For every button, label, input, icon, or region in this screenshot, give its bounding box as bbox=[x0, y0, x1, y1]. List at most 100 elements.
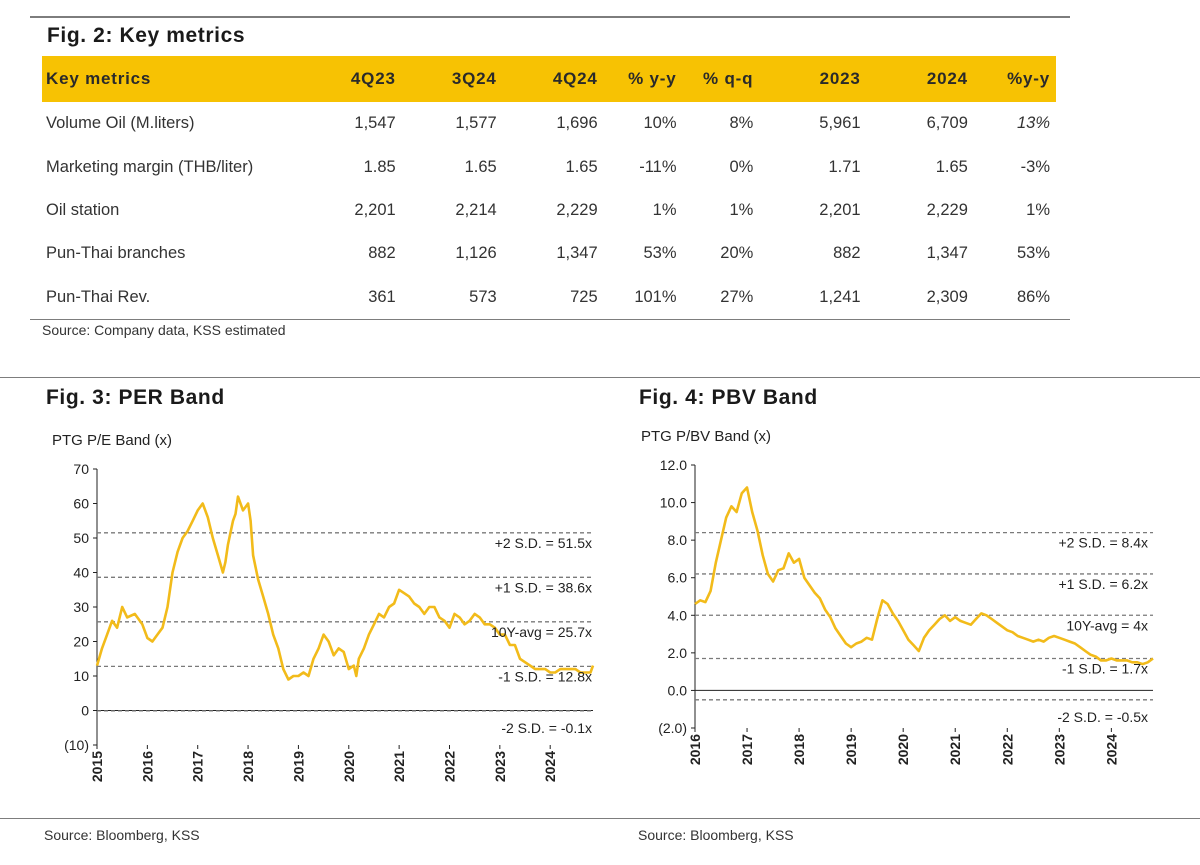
pbv-band-label: 10Y-avg = 4x bbox=[1066, 617, 1148, 633]
fig2-title: Fig. 2: Key metrics bbox=[47, 24, 246, 47]
header-cell: 2023 bbox=[759, 56, 867, 102]
key-metrics-table-wrap: Key metrics 4Q23 3Q24 4Q24 % y-y % q-q 2… bbox=[42, 56, 1056, 319]
pbv-x-tick-label: 2022 bbox=[999, 734, 1015, 765]
per-band-label: 10Y-avg = 25.7x bbox=[491, 624, 592, 640]
table-cell: 1.71 bbox=[828, 157, 861, 176]
table-row: Pun-Thai branches 882 1,126 1,347 53% 20… bbox=[42, 232, 1056, 275]
per-x-tick-label: 2021 bbox=[391, 751, 407, 782]
table-cell: 2,309 bbox=[926, 287, 968, 306]
table-cell: 882 bbox=[833, 244, 861, 263]
table-cell: 1% bbox=[729, 200, 754, 219]
per-x-tick-label: 2015 bbox=[89, 751, 105, 782]
fig2-top-rule bbox=[30, 16, 1070, 18]
per-y-tick-label: 10 bbox=[73, 668, 89, 684]
pbv-band-label: +2 S.D. = 8.4x bbox=[1059, 535, 1149, 551]
header-cell: Key metrics bbox=[42, 56, 305, 102]
pbv-y-tick-label: 10.0 bbox=[660, 495, 687, 511]
fig4-source: Source: Bloomberg, KSS bbox=[638, 827, 794, 843]
per-x-tick-label: 2022 bbox=[441, 751, 457, 782]
table-cell: 1.65 bbox=[565, 157, 598, 176]
per-band-label: +2 S.D. = 51.5x bbox=[495, 535, 592, 551]
table-cell: -11% bbox=[639, 157, 677, 176]
pbv-band-label: -1 S.D. = 1.7x bbox=[1062, 660, 1148, 676]
fig4-title: Fig. 4: PBV Band bbox=[639, 386, 818, 409]
per-chart: PTG P/E Band (x) (10) 0 10 20 30 40 50 60 70 2015 2… bbox=[52, 432, 595, 782]
per-x-tick-label: 2020 bbox=[341, 751, 357, 782]
pbv-y-tick-label: 4.0 bbox=[668, 607, 688, 623]
table-cell: 0% bbox=[729, 157, 754, 176]
table-cell: 20% bbox=[720, 244, 754, 263]
per-x-tick-label: 2023 bbox=[492, 751, 508, 782]
per-band-label: -1 S.D. = 12.8x bbox=[498, 668, 592, 684]
per-x-tick-label: 2018 bbox=[240, 751, 256, 782]
table-cell: 1,547 bbox=[354, 114, 396, 133]
row-label: Volume Oil (M.liters) bbox=[46, 114, 195, 133]
per-x-tick-label: 2019 bbox=[290, 751, 306, 782]
fig3-source: Source: Bloomberg, KSS bbox=[44, 827, 200, 843]
table-cell: 10% bbox=[643, 114, 677, 133]
table-cell: 5,961 bbox=[819, 114, 861, 133]
key-metrics-table: Key metrics 4Q23 3Q24 4Q24 % y-y % q-q 2… bbox=[42, 56, 1056, 319]
pbv-y-tick-label: 6.0 bbox=[668, 570, 688, 586]
pbv-x-tick-label: 2024 bbox=[1103, 734, 1119, 765]
pbv-x-tick-label: 2019 bbox=[843, 734, 859, 765]
pbv-band-label: -2 S.D. = -0.5x bbox=[1057, 709, 1148, 725]
row-label: Pun-Thai Rev. bbox=[46, 287, 151, 306]
table-row: Volume Oil (M.liters) 1,547 1,577 1,696 … bbox=[42, 102, 1056, 145]
per-band-label: +1 S.D. = 38.6x bbox=[495, 579, 592, 595]
table-cell: 2,214 bbox=[455, 200, 497, 219]
table-cell: 2,229 bbox=[926, 200, 968, 219]
table-row: Pun-Thai Rev. 361 573 725 101% 27% 1,241… bbox=[42, 276, 1056, 319]
pbv-x-tick-label: 2023 bbox=[1051, 734, 1067, 765]
pbv-y-tick-label: 2.0 bbox=[668, 645, 688, 661]
table-cell: 2,201 bbox=[354, 200, 396, 219]
per-y-tick-label: 60 bbox=[73, 496, 89, 512]
pbv-x-tick-label: 2016 bbox=[687, 734, 703, 765]
fig2-bottom-rule bbox=[30, 319, 1070, 320]
per-y-tick-label: 30 bbox=[73, 599, 89, 615]
table-cell: 6,709 bbox=[926, 114, 968, 133]
table-cell: 53% bbox=[643, 244, 677, 263]
pbv-x-tick-label: 2017 bbox=[739, 734, 755, 765]
per-y-tick-label: 50 bbox=[73, 530, 89, 546]
row-label: Pun-Thai branches bbox=[46, 244, 186, 263]
per-chart-title: PTG P/E Band (x) bbox=[52, 432, 172, 449]
header-cell: % q-q bbox=[682, 56, 760, 102]
fig3-title: Fig. 3: PER Band bbox=[46, 386, 225, 409]
table-header-row: Key metrics 4Q23 3Q24 4Q24 % y-y % q-q 2… bbox=[42, 56, 1056, 102]
table-cell: 1,347 bbox=[926, 244, 968, 263]
table-cell: 573 bbox=[469, 287, 497, 306]
pbv-x-tick-label: 2020 bbox=[895, 734, 911, 765]
pbv-x-tick-label: 2018 bbox=[791, 734, 807, 765]
header-cell: 4Q24 bbox=[502, 56, 604, 102]
table-cell: 2,229 bbox=[556, 200, 598, 219]
per-series-line bbox=[95, 495, 595, 681]
per-band-label: -2 S.D. = -0.1x bbox=[501, 720, 592, 736]
fig2-source: Source: Company data, KSS estimated bbox=[42, 322, 286, 338]
header-cell: 4Q23 bbox=[304, 56, 402, 102]
table-cell: 8% bbox=[729, 114, 754, 133]
table-cell: -3% bbox=[1020, 157, 1050, 176]
table-cell: 1% bbox=[1026, 200, 1050, 219]
per-x-tick-label: 2017 bbox=[190, 751, 206, 782]
table-cell: 101% bbox=[634, 287, 677, 306]
table-cell: 86% bbox=[1016, 287, 1050, 306]
table-cell: 1.65 bbox=[935, 157, 968, 176]
table-row: Oil station 2,201 2,214 2,229 1% 1% 2,20… bbox=[42, 189, 1056, 232]
table-cell: 882 bbox=[368, 244, 396, 263]
table-cell: 1,347 bbox=[556, 244, 598, 263]
per-y-tick-label: 0 bbox=[81, 703, 89, 719]
row-label: Marketing margin (THB/liter) bbox=[46, 157, 254, 176]
pbv-band-label: +1 S.D. = 6.2x bbox=[1059, 576, 1149, 592]
per-x-tick-label: 2024 bbox=[542, 751, 558, 782]
pbv-y-tick-label: 8.0 bbox=[668, 532, 688, 548]
pbv-chart-title: PTG P/BV Band (x) bbox=[641, 428, 771, 445]
table-row: Marketing margin (THB/liter) 1.85 1.65 1… bbox=[42, 145, 1056, 188]
pbv-y-tick-label: 12.0 bbox=[660, 457, 687, 473]
table-cell: 725 bbox=[570, 287, 598, 306]
pbv-x-tick-label: 2021 bbox=[947, 734, 963, 765]
table-cell: 1,696 bbox=[556, 114, 598, 133]
header-cell: 2024 bbox=[866, 56, 974, 102]
table-cell: 361 bbox=[368, 287, 396, 306]
